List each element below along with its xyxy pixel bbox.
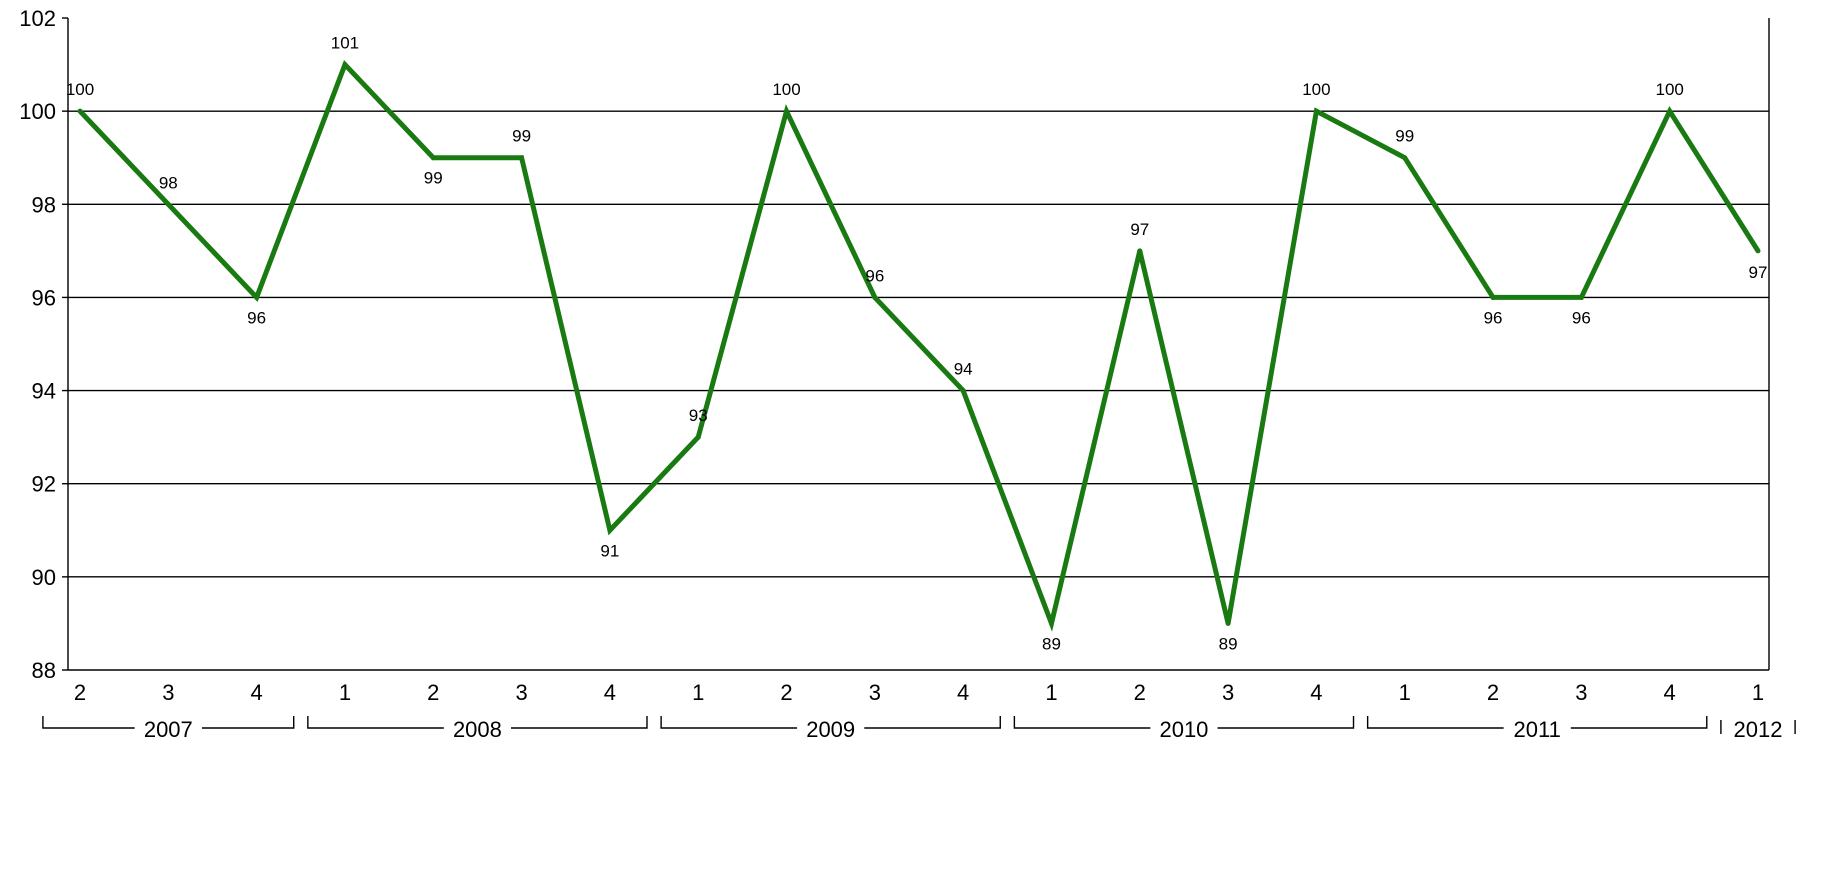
data-label: 99 <box>512 127 531 146</box>
y-tick-label: 88 <box>32 658 56 683</box>
year-label: 2007 <box>144 717 193 742</box>
data-point <box>695 434 701 440</box>
y-tick-label: 90 <box>32 565 56 590</box>
data-label: 99 <box>1395 127 1414 146</box>
x-tick-label: 2 <box>1134 680 1146 705</box>
axes <box>62 17 1770 671</box>
x-tick-label: 4 <box>1310 680 1322 705</box>
data-label: 96 <box>1484 308 1503 327</box>
data-label: 100 <box>1655 80 1683 99</box>
data-label: 97 <box>1749 263 1768 282</box>
data-point <box>1755 248 1761 254</box>
year-bracket <box>1570 716 1708 729</box>
x-tick-label: 4 <box>957 680 969 705</box>
x-tick-label: 3 <box>1222 680 1234 705</box>
data-point <box>1402 155 1408 161</box>
data-label: 94 <box>954 360 973 379</box>
data-point <box>519 155 525 161</box>
year-label: 2012 <box>1734 717 1783 742</box>
series-layer <box>77 59 1761 632</box>
data-label: 97 <box>1130 220 1149 239</box>
data-labels: 100 98 96 101 99 99 91 93 100 96 94 89 97 89 100 99 96 96… <box>66 34 1768 654</box>
x-axis-tick-labels: 2 3 4 1 2 3 4 1 2 3 4 1 2 3 4 1 2 3 4 1 <box>74 680 1764 705</box>
y-tick-label: 102 <box>19 6 56 31</box>
data-point <box>784 108 790 114</box>
data-label: 89 <box>1219 634 1238 653</box>
year-bracket <box>42 716 135 729</box>
y-tick-label: 96 <box>32 285 56 310</box>
data-point <box>1490 294 1496 300</box>
data-point <box>1313 108 1319 114</box>
x-tick-label: 3 <box>1575 680 1587 705</box>
year-bracket <box>1366 716 1504 729</box>
data-point <box>254 294 260 300</box>
x-tick-label: 3 <box>869 680 881 705</box>
gridlines <box>68 110 1769 578</box>
year-bracket <box>1217 716 1355 729</box>
data-label: 89 <box>1042 634 1061 653</box>
data-label: 100 <box>66 80 94 99</box>
x-tick-label: 1 <box>1399 680 1411 705</box>
x-tick-label: 4 <box>604 680 616 705</box>
data-point <box>342 62 348 68</box>
data-label: 96 <box>1572 308 1591 327</box>
y-tick-label: 92 <box>32 472 56 497</box>
year-label: 2010 <box>1159 717 1208 742</box>
series-line <box>78 59 1761 632</box>
year-bracket <box>1013 716 1151 729</box>
data-point <box>77 108 83 114</box>
data-label: 101 <box>331 34 359 53</box>
year-bracket <box>307 716 444 729</box>
x-tick-label: 2 <box>74 680 86 705</box>
year-label: 2011 <box>1514 717 1561 742</box>
data-point <box>1225 620 1231 626</box>
year-label: 2008 <box>453 717 502 742</box>
year-bracket <box>511 716 648 729</box>
data-point <box>872 294 878 300</box>
x-tick-label: 4 <box>251 680 263 705</box>
year-label: 2009 <box>806 717 855 742</box>
data-point <box>1578 294 1584 300</box>
data-label: 91 <box>600 541 619 560</box>
y-tick-label: 100 <box>19 99 56 124</box>
data-label: 100 <box>772 80 800 99</box>
y-axis-tick-labels: 88 90 92 94 96 98 100 102 <box>19 6 56 683</box>
data-label: 99 <box>424 169 443 188</box>
year-bracket <box>201 716 295 729</box>
year-bracket <box>660 716 798 729</box>
data-label: 100 <box>1302 80 1330 99</box>
data-point <box>1048 620 1054 626</box>
x-tick-label: 4 <box>1664 680 1676 705</box>
x-tick-label: 2 <box>427 680 439 705</box>
data-point <box>430 155 436 161</box>
x-tick-label: 3 <box>162 680 174 705</box>
data-label: 96 <box>865 266 884 285</box>
data-label: 98 <box>159 173 178 192</box>
x-tick-label: 2 <box>780 680 792 705</box>
data-label: 93 <box>689 406 708 425</box>
x-tick-label: 3 <box>515 680 527 705</box>
x-tick-label: 1 <box>692 680 704 705</box>
x-tick-label: 1 <box>1045 680 1057 705</box>
data-label: 96 <box>247 308 266 327</box>
data-point <box>1137 248 1143 254</box>
data-point <box>165 201 171 207</box>
data-point <box>607 527 613 533</box>
x-tick-label: 2 <box>1487 680 1499 705</box>
x-tick-label: 1 <box>339 680 351 705</box>
x-tick-label: 1 <box>1752 680 1764 705</box>
year-bracket <box>864 716 1001 729</box>
data-point <box>960 388 966 394</box>
data-point <box>1667 108 1673 114</box>
year-group-labels: 2007 2008 2009 2010 2011 2012 <box>42 716 1796 742</box>
y-tick-label: 94 <box>32 379 56 404</box>
y-tick-label: 98 <box>32 192 56 217</box>
